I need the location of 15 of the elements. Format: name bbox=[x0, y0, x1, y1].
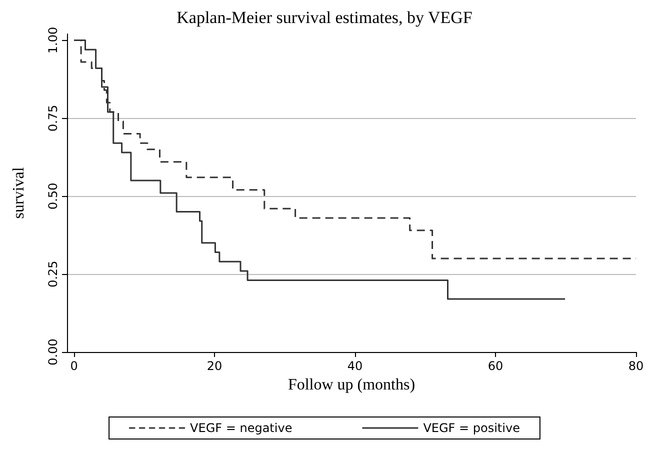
y-tick-label: 0.50 bbox=[46, 182, 60, 210]
y-axis-title: survival bbox=[10, 166, 28, 219]
y-tick-label: 0.25 bbox=[46, 260, 60, 288]
x-tick-label: 60 bbox=[488, 359, 504, 373]
x-tick-label: 40 bbox=[347, 359, 363, 373]
y-tick-label: 0.00 bbox=[46, 338, 60, 366]
legend-label: VEGF = positive bbox=[423, 421, 520, 435]
chart-title: Kaplan-Meier survival estimates, by VEGF bbox=[176, 8, 472, 27]
x-tick-label: 20 bbox=[206, 359, 222, 373]
legend-label: VEGF = negative bbox=[190, 421, 292, 435]
x-axis-title: Follow up (months) bbox=[288, 376, 416, 394]
x-tick-label: 0 bbox=[70, 359, 78, 373]
y-tick-label: 0.75 bbox=[46, 104, 60, 132]
x-tick-label: 80 bbox=[628, 359, 644, 373]
y-tick-label: 1.00 bbox=[46, 26, 60, 54]
